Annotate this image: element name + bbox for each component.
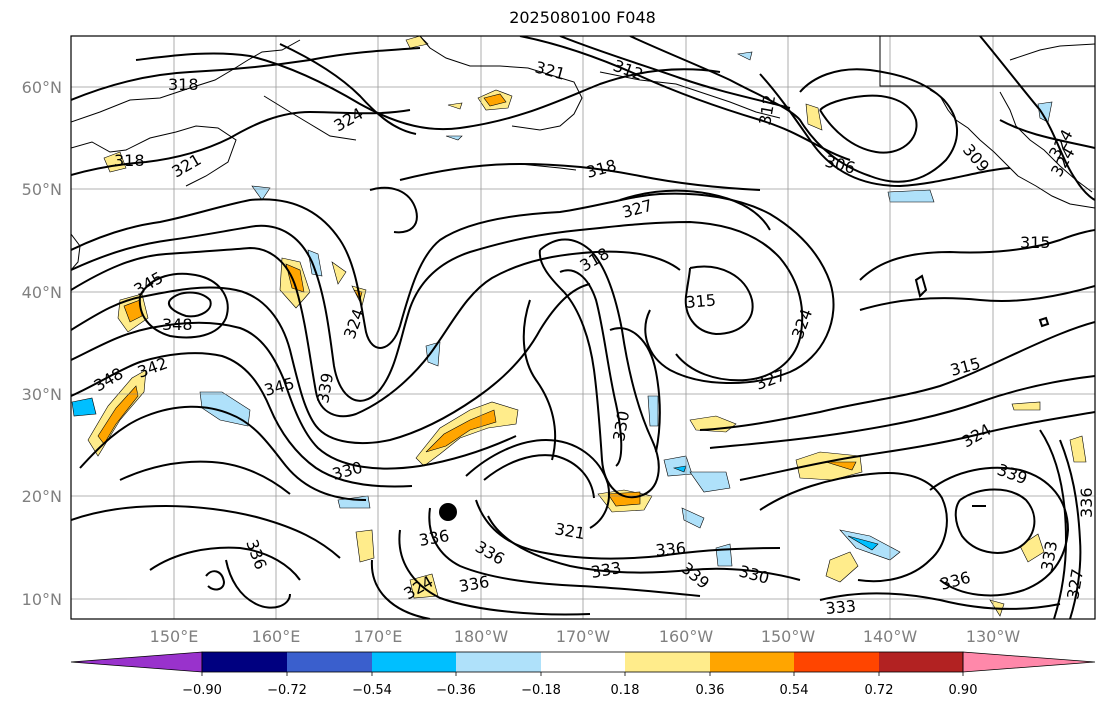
lon-label: 150°W [761, 627, 816, 646]
colorbar-tick-label: −0.54 [352, 683, 392, 698]
colorbar-segment [456, 652, 541, 672]
lon-label: 180°W [454, 627, 509, 646]
contour-label: 336 [1077, 487, 1096, 518]
contour-label: 315 [685, 290, 717, 312]
colorbar-extend-high [962, 651, 1096, 673]
contour-label: 318 [168, 75, 199, 94]
lon-label: 160°W [659, 627, 714, 646]
colorbar-tick-label: −0.18 [521, 683, 561, 698]
colorbar-segment [372, 652, 456, 672]
lon-label: 170°W [556, 627, 611, 646]
colorbar-tick-label: −0.90 [182, 683, 222, 698]
contour-label: 348 [162, 315, 193, 334]
contour-label: 333 [825, 596, 857, 618]
colorbar-segment [879, 652, 963, 672]
contour-label: 336 [655, 538, 687, 560]
longitude-labels: 150°E 160°E 170°E 180°W 170°W 160°W 150°… [150, 627, 1021, 646]
contour-label: 315 [1020, 233, 1051, 252]
colorbar-segment [541, 652, 625, 672]
lon-label: 150°E [150, 627, 199, 646]
colorbar-segment [710, 652, 794, 672]
storm-center-marker [439, 503, 457, 521]
colorbar-tick-label: 0.54 [780, 683, 809, 698]
lon-label: 160°E [252, 627, 301, 646]
lat-label: 50°N [22, 180, 62, 199]
colorbar-extend-low [70, 651, 203, 673]
chart-title: 2025080100 F048 [509, 8, 656, 27]
colorbar-tick-label: 0.72 [865, 683, 894, 698]
latitude-labels: 60°N 50°N 40°N 30°N 20°N 10°N [22, 78, 62, 609]
colorbar-segment [794, 652, 879, 672]
colorbar-segment [625, 652, 710, 672]
colorbar: −0.90 −0.72 −0.54 −0.36 −0.18 0.18 0.36 … [70, 651, 1096, 698]
colorbar-tick-label: −0.72 [267, 683, 307, 698]
isentrope-contours [71, 36, 1095, 619]
lat-label: 60°N [22, 78, 62, 97]
lat-label: 20°N [22, 487, 62, 506]
colorbar-segment [287, 652, 372, 672]
lat-label: 40°N [22, 283, 62, 302]
lon-label: 170°E [354, 627, 403, 646]
contour-label: 318 [114, 151, 145, 170]
lon-label: 130°W [966, 627, 1021, 646]
colorbar-segment [202, 652, 287, 672]
lat-label: 10°N [22, 590, 62, 609]
colorbar-tick-label: 0.90 [949, 683, 978, 698]
lon-label: 140°W [863, 627, 918, 646]
colorbar-tick-label: −0.36 [436, 683, 476, 698]
colorbar-tick-label: 0.18 [611, 683, 640, 698]
colorbar-tick-label: 0.36 [696, 683, 725, 698]
map-frame [70, 35, 1096, 620]
lat-label: 30°N [22, 385, 62, 404]
